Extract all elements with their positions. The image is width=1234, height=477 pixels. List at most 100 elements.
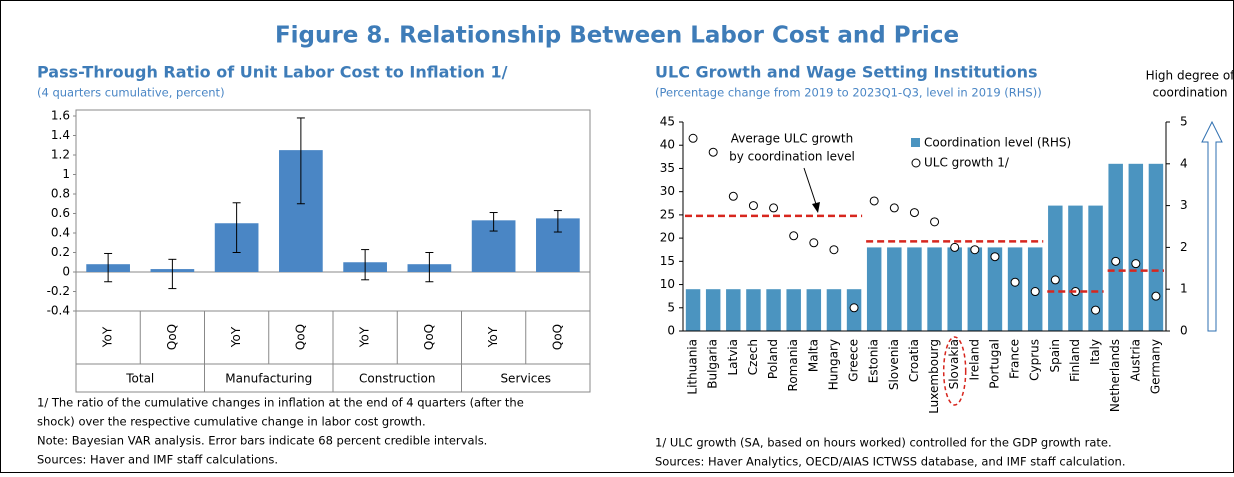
x-tick-label: Netherlands [1108,339,1122,412]
y2-tick-label: 4 [1180,156,1188,170]
x-tick-label: Finland [1068,339,1082,382]
annotation-arrow [803,167,819,211]
dot [1131,259,1141,269]
legend-label: Coordination level (RHS) [924,136,1071,150]
bar [1108,163,1123,331]
bar [947,247,962,331]
y-tick-label: 0.8 [51,187,70,201]
x-tick-label: QoQ [165,324,179,350]
footnote: shock) over the respective cumulative ch… [37,415,426,429]
x-tick-label: France [1008,339,1022,379]
x-tick-label: Cyprus [1028,339,1042,381]
x-tick-label: Bulgaria [706,339,720,389]
y2-tick-label: 5 [1180,115,1188,129]
footnote: Sources: Haver Analytics, OECD/AIAS ICTW… [655,455,1125,469]
x-tick-label: Slovakia [947,339,961,389]
group-label: Construction [359,372,435,386]
x-tick-label: Latvia [726,339,740,376]
left-title: Pass-Through Ratio of Unit Labor Cost to… [37,63,508,82]
annotation: by coordination level [729,150,855,164]
dot [909,208,919,218]
bar [806,289,822,331]
dot [889,203,899,213]
dot [1111,256,1121,266]
y-tick-label: 30 [660,184,675,198]
bar [887,247,902,331]
y2-axis-label: High degree of [1146,69,1234,83]
x-tick-label: Hungary [826,339,840,390]
annotation: Average ULC growth [731,132,854,146]
dot [769,203,779,213]
x-tick-label: Spain [1048,339,1062,373]
y-tick-label: 1 [62,167,70,181]
footnote: 1/ The ratio of the cumulative changes i… [37,396,524,410]
y-tick-label: 0.2 [51,245,70,259]
footnote: Note: Bayesian VAR analysis. Error bars … [37,434,487,448]
y-tick-label: 1.6 [51,109,70,123]
y2-tick-label: 3 [1180,198,1188,212]
y-tick-label: 1.2 [51,148,70,162]
bar [967,247,983,331]
y-tick-label: 35 [660,161,675,175]
y-tick-label: -0.4 [47,304,70,318]
legend-swatch [911,138,920,147]
dot [1050,275,1060,285]
y2-arrow [1201,120,1223,332]
bar [786,289,801,331]
bar [1007,247,1023,331]
x-tick-label: YoY [486,326,500,348]
x-tick-label: QoQ [550,324,564,350]
legend-swatch [911,158,921,168]
dot [930,217,940,227]
y-tick-label: 0.4 [51,226,70,240]
y-tick-label: 10 [660,277,675,291]
bar [826,289,842,331]
y-tick-label: 45 [660,115,675,129]
dot [789,231,799,241]
y-tick-label: 5 [667,300,675,314]
y2-axis-label: coordination [1153,86,1228,100]
bar [1128,163,1144,331]
bar [1148,163,1164,331]
x-tick-label: Ireland [967,339,981,381]
right-title: ULC Growth and Wage Setting Institutions [655,63,1038,82]
dot [869,196,879,206]
dot [728,191,738,201]
y-tick-label: 0 [667,324,675,338]
dot [708,147,718,157]
group-label: Services [500,372,551,386]
dot [950,242,960,252]
x-tick-label: Romania [786,339,800,391]
x-tick-label: Slovenia [887,339,901,390]
bar [1088,205,1103,331]
footnote: 1/ ULC growth (SA, based on hours worked… [655,436,1112,450]
group-label: Total [125,372,154,386]
y-tick-label: 0.6 [51,206,70,220]
dot [829,245,839,255]
y-tick-label: 40 [660,138,675,152]
bar [685,289,701,331]
bar [746,289,761,331]
bar [705,289,721,331]
footnote: Sources: Haver and IMF staff calculation… [37,453,278,467]
y-tick-label: 15 [660,254,675,268]
annotation-arrowhead [812,202,820,213]
x-tick-label: YoY [229,326,243,348]
bar [866,247,882,331]
x-tick-label: Germany [1148,339,1162,394]
bar [726,289,741,331]
dot [990,252,1000,262]
bar [1048,205,1063,331]
x-tick-label: Croatia [907,339,921,382]
x-tick-label: Malta [806,339,820,372]
y2-tick-label: 1 [1180,282,1188,296]
left-subtitle: (4 quarters cumulative, percent) [37,86,225,100]
dot [748,201,758,211]
y-tick-label: 1.4 [51,128,70,142]
bar [927,247,942,331]
x-tick-label: YoY [101,326,115,348]
dot [1151,291,1161,301]
dot [970,245,980,255]
x-tick-label: Luxembourg [927,339,941,414]
x-tick-label: QoQ [293,324,307,350]
